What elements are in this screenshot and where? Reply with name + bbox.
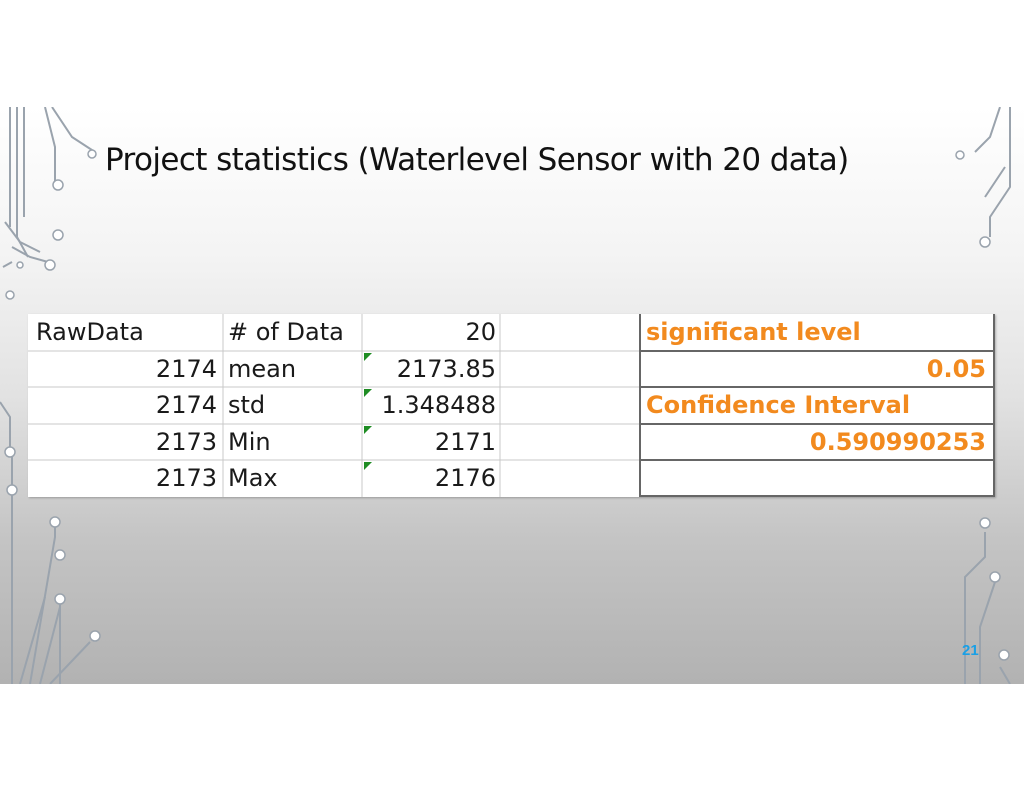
error-indicator-icon	[364, 389, 372, 397]
slide: Project statistics (Waterlevel Sensor wi…	[0, 107, 1024, 684]
header-cell-num-data[interactable]: # of Data	[228, 318, 344, 346]
cell-significant-level-value[interactable]: 0.05	[926, 355, 986, 383]
header-cell-rawdata[interactable]: RawData	[36, 318, 144, 346]
cell-raw-value[interactable]: 2174	[155, 355, 217, 383]
cell-max-value[interactable]: 2176	[434, 464, 496, 492]
label-significant-level[interactable]: significant level	[646, 318, 861, 346]
cell-std-value[interactable]: 1.348488	[381, 391, 496, 419]
spreadsheet-table: RawData # of Data 20 significant level 2…	[28, 314, 995, 497]
error-indicator-icon	[364, 462, 372, 470]
empty-cell[interactable]	[640, 460, 994, 497]
cell-raw-value[interactable]: 2173	[155, 464, 217, 492]
cell-stat-label-min[interactable]: Min	[228, 428, 271, 456]
cell-stat-label-std[interactable]: std	[228, 391, 266, 419]
cell-stat-label-mean[interactable]: mean	[228, 355, 297, 383]
cell-stat-label-max[interactable]: Max	[228, 464, 278, 492]
cell-raw-value[interactable]: 2173	[155, 428, 217, 456]
error-indicator-icon	[364, 426, 372, 434]
cell-mean-value[interactable]: 2173.85	[396, 355, 496, 383]
cell-raw-value[interactable]: 2174	[155, 391, 217, 419]
error-indicator-icon	[364, 353, 372, 361]
cell-min-value[interactable]: 2171	[434, 428, 496, 456]
label-confidence-interval[interactable]: Confidence Interval	[646, 391, 911, 419]
cell-data-count[interactable]: 20	[465, 318, 496, 346]
slide-title: Project statistics (Waterlevel Sensor wi…	[105, 142, 849, 178]
cell-confidence-interval-value[interactable]: 0.590990253	[809, 428, 986, 456]
page-number: 21	[962, 642, 979, 659]
